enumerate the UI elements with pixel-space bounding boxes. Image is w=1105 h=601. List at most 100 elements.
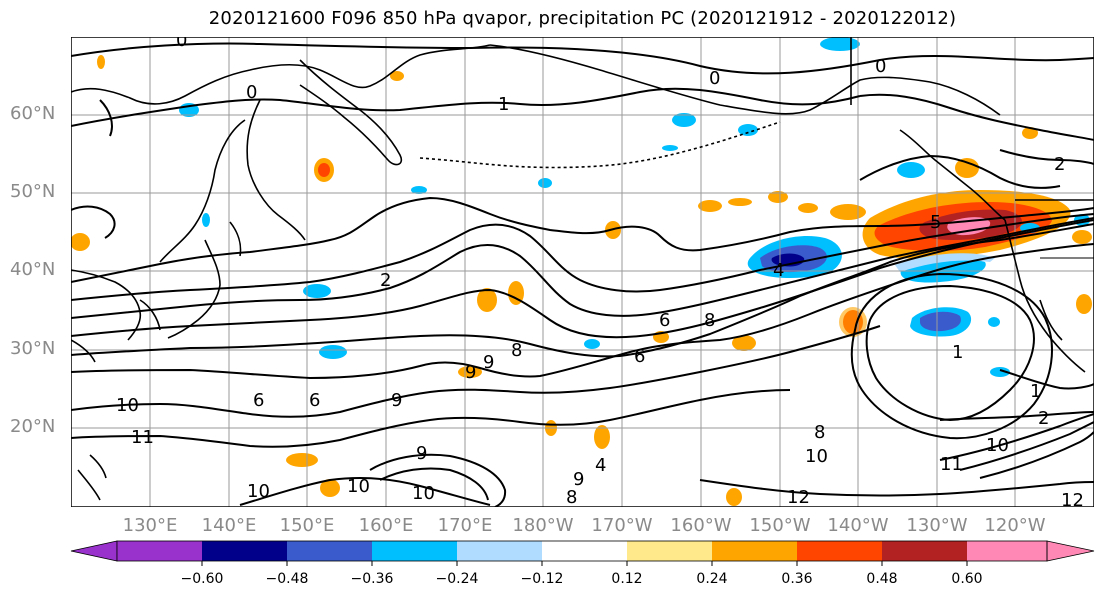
contour-label: 10 xyxy=(986,435,1009,456)
contour-label: 1 xyxy=(952,342,963,363)
negative-anomaly-paleblue xyxy=(895,253,995,272)
contour-label: 8 xyxy=(566,487,577,508)
colorbar-label: −0.48 xyxy=(265,571,309,587)
map-title: 2020121600 F096 850 hPa qvapor, precipit… xyxy=(208,8,957,29)
contour-label: 2 xyxy=(380,270,391,291)
negative-anomaly-blob xyxy=(202,213,210,227)
contour-label: 0 xyxy=(709,68,720,89)
lon-tick-label: 170°E xyxy=(437,515,493,536)
negative-anomaly-blob xyxy=(538,178,552,188)
colorbar-extend-low xyxy=(70,540,118,562)
contour-label: 6 xyxy=(309,390,320,411)
lon-tick-label: 120°W xyxy=(984,515,1046,536)
contour-label: 10 xyxy=(116,395,139,416)
negative-anomaly-blob xyxy=(672,113,696,127)
lon-tick-label: 140°W xyxy=(827,515,889,536)
positive-anomaly-blob xyxy=(726,488,742,506)
contour-label: 11 xyxy=(940,454,963,475)
positive-anomaly-blob xyxy=(768,191,788,203)
colorbar-label: −0.36 xyxy=(350,571,394,587)
positive-anomaly-blob xyxy=(798,203,818,213)
contour-label: 1 xyxy=(498,94,509,115)
contour-label: 0 xyxy=(246,82,257,103)
contour-label: 12 xyxy=(787,487,810,508)
colorbar-label: 0.48 xyxy=(866,571,898,587)
map-area: 0 0 0 1 2 2 4 6 6 8 8 9 9 6 6 9 9 10 10 … xyxy=(71,30,1094,511)
lon-tick-label: 160°W xyxy=(670,515,732,536)
lat-tick-label: 20°N xyxy=(10,416,56,437)
contour-label: 9 xyxy=(573,469,584,490)
lat-tick-label: 60°N xyxy=(10,103,56,124)
contour-label: 2 xyxy=(1038,408,1049,429)
positive-anomaly-blob xyxy=(1072,230,1092,244)
contour-label: 5 xyxy=(930,212,941,233)
positive-anomaly-blob xyxy=(318,163,330,177)
negative-anomaly-blob xyxy=(988,317,1000,327)
colorbar-label: 0.60 xyxy=(951,571,983,587)
colorbar-label: −0.12 xyxy=(520,571,564,587)
contour-label: 9 xyxy=(465,362,476,383)
lon-tick-label: 130°E xyxy=(122,515,178,536)
gridlines xyxy=(71,37,1094,507)
negative-anomaly-blob xyxy=(738,124,758,136)
contour-label: 10 xyxy=(247,481,270,502)
contour-label: 4 xyxy=(595,455,606,476)
lon-tick-label: 150°W xyxy=(749,515,811,536)
positive-anomaly-blob xyxy=(477,288,497,312)
contour-label: 8 xyxy=(511,340,522,361)
negative-anomaly-blob xyxy=(897,162,925,178)
colorbar-label: 0.24 xyxy=(696,571,728,587)
positive-anomaly-blob xyxy=(286,453,318,467)
contour-label: 1 xyxy=(1030,381,1041,402)
negative-anomaly-blob xyxy=(319,345,347,359)
negative-anomaly-blob xyxy=(662,145,678,151)
negative-anomaly-blue xyxy=(920,311,961,332)
lon-tick-label: 160°E xyxy=(358,515,414,536)
positive-anomaly-blob xyxy=(508,281,524,305)
contour-label: 9 xyxy=(391,390,402,411)
negative-anomaly-blob xyxy=(820,37,860,51)
lon-tick-label: 180°W xyxy=(512,515,574,536)
lon-tick-label: 170°W xyxy=(591,515,653,536)
colorbar-extend-high xyxy=(1046,540,1095,562)
contour-label: 10 xyxy=(805,446,828,467)
negative-anomaly-blob xyxy=(411,186,427,194)
contour-labels: 0 0 0 1 2 2 4 6 6 8 8 9 9 6 6 9 9 10 10 … xyxy=(116,30,1084,511)
contour-label: 4 xyxy=(773,260,784,281)
lat-tick-label: 30°N xyxy=(10,338,56,359)
positive-anomaly-blob xyxy=(320,479,340,497)
colorbar-label: 0.36 xyxy=(781,571,813,587)
contour-label: 6 xyxy=(253,390,264,411)
contour-label: 0 xyxy=(176,30,187,51)
positive-anomaly-blob xyxy=(728,198,752,206)
positive-anomaly-blob xyxy=(1076,294,1092,314)
lat-tick-label: 40°N xyxy=(10,259,56,280)
contour-label: 9 xyxy=(416,443,427,464)
positive-anomaly-blob xyxy=(71,233,90,251)
contour-label: 8 xyxy=(704,310,715,331)
contour-label: 8 xyxy=(814,422,825,443)
contours xyxy=(71,42,1094,507)
positive-anomaly-blob xyxy=(698,200,722,212)
contour-label: 6 xyxy=(634,346,645,367)
contour-label: 6 xyxy=(659,310,670,331)
colorbar-label: −0.60 xyxy=(180,571,224,587)
lon-tick-label: 140°E xyxy=(201,515,257,536)
negative-anomaly-blob xyxy=(990,367,1010,377)
lat-tick-label: 50°N xyxy=(10,181,56,202)
positive-anomaly-blob xyxy=(955,158,979,178)
lon-tick-label: 150°E xyxy=(279,515,335,536)
positive-anomaly-blob xyxy=(390,71,404,81)
contour-label: 12 xyxy=(1061,490,1084,511)
positive-anomaly-blob xyxy=(732,335,756,351)
contour-label: 10 xyxy=(412,483,435,504)
contour-label: 10 xyxy=(347,476,370,497)
colorbar-label: −0.24 xyxy=(435,571,479,587)
colorbar-label: 0.12 xyxy=(611,571,643,587)
contour-label: 0 xyxy=(875,56,886,77)
colorbar xyxy=(70,540,1095,566)
contour-label: 11 xyxy=(131,427,154,448)
coastlines xyxy=(71,37,1094,501)
lon-tick-label: 130°W xyxy=(906,515,968,536)
